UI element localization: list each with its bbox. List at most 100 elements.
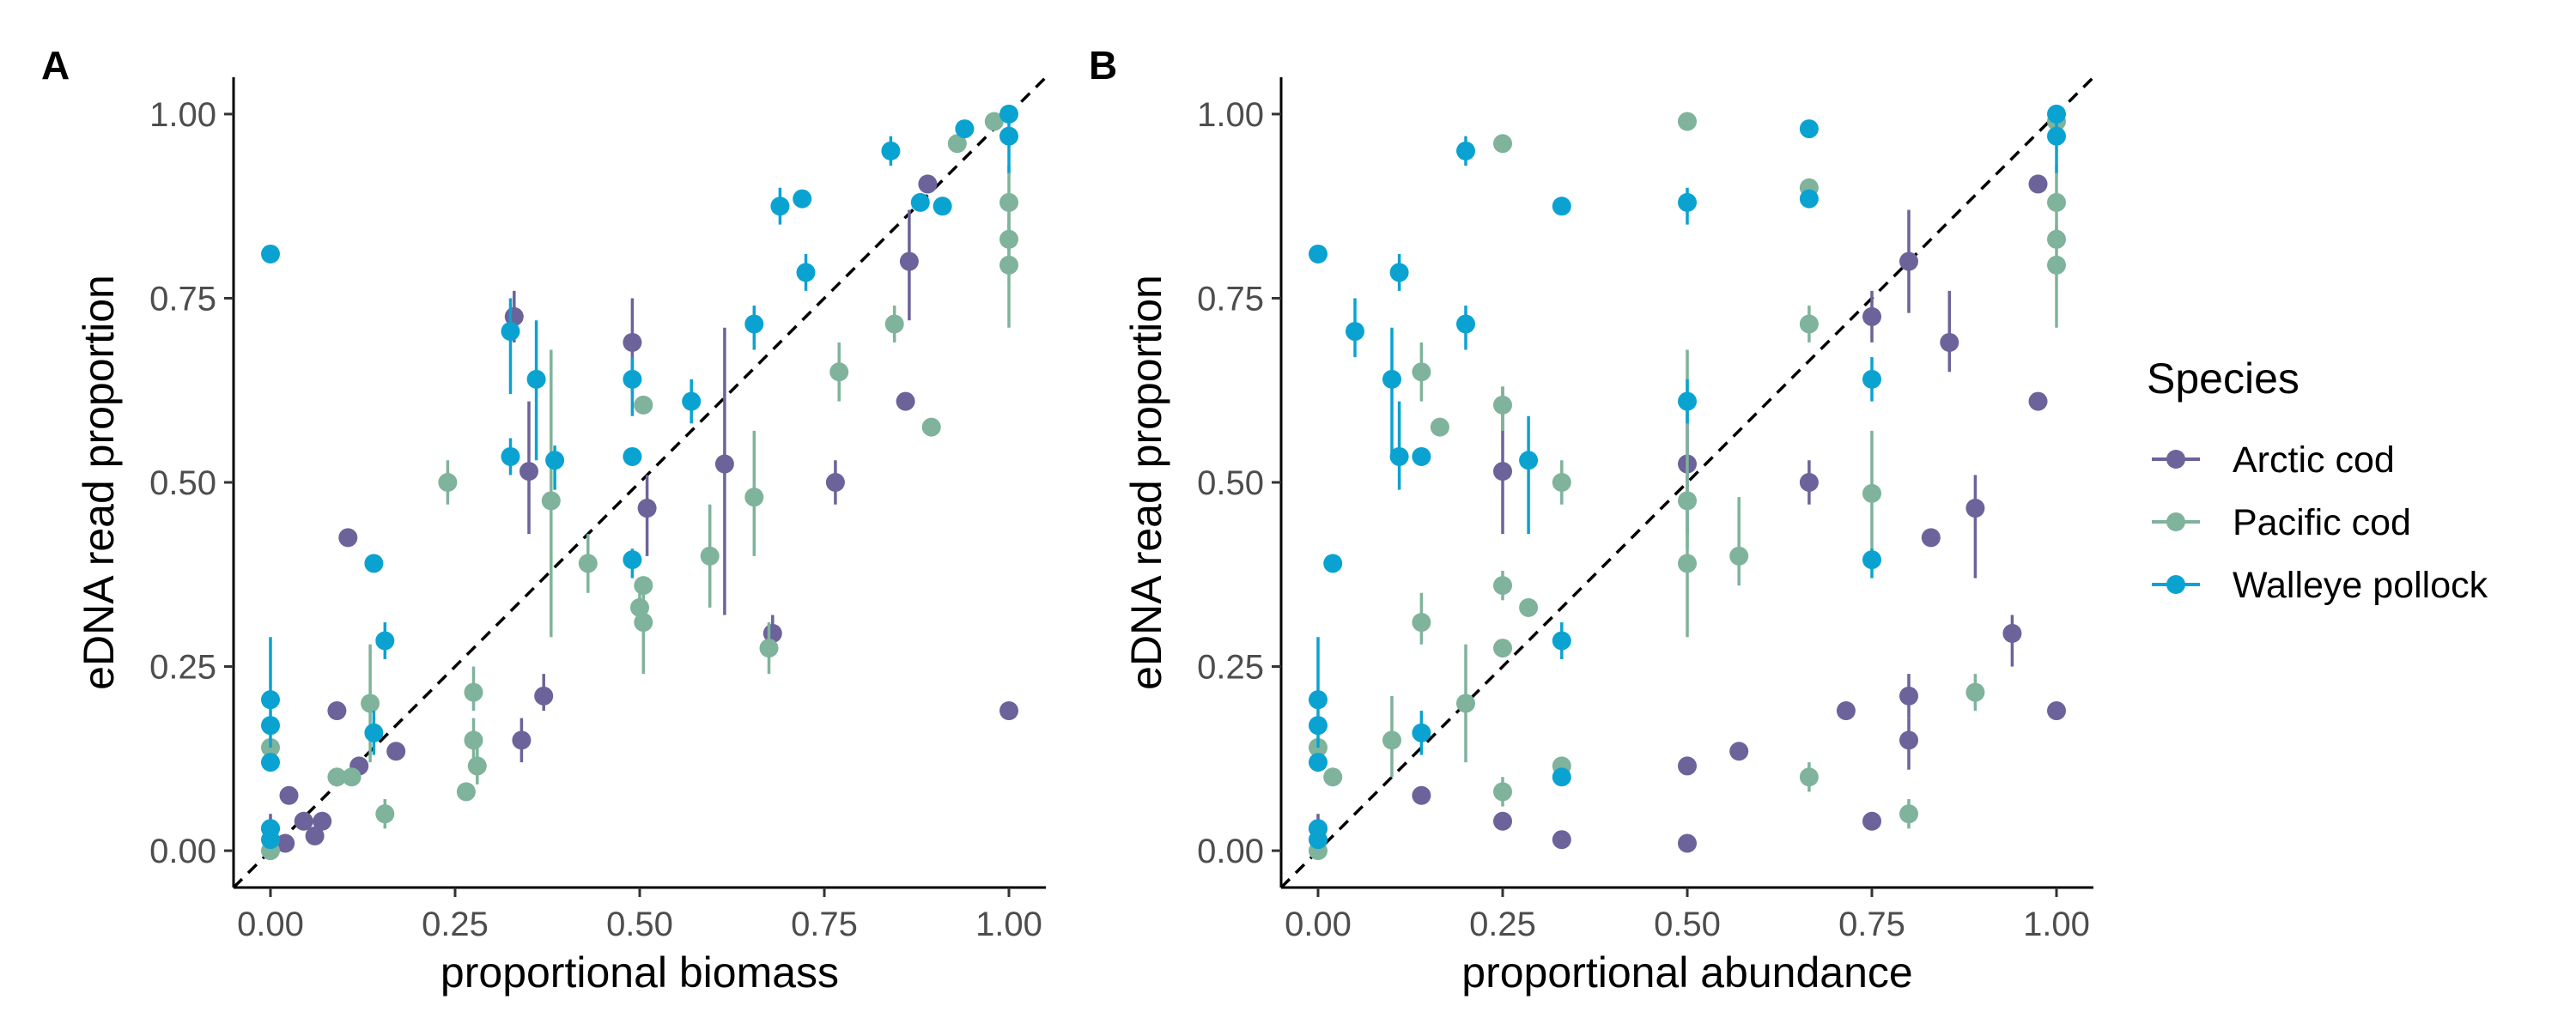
data-point [1678,192,1697,212]
data-point [501,446,520,466]
y-axis-title: eDNA read proportion [75,275,123,690]
data-point [999,192,1018,212]
data-point [1412,785,1431,805]
data-point [1493,782,1512,802]
data-point [1678,833,1697,853]
data-point [375,631,395,651]
data-point [456,782,476,802]
data-point [464,730,483,750]
data-point [327,701,347,721]
data-point [1430,417,1449,437]
data-point [1799,314,1819,334]
y-tick-label: 1.00 [149,96,216,134]
data-point [2047,229,2066,249]
data-point [2047,192,2066,212]
data-point [1899,804,1918,824]
data-point [634,613,653,633]
data-point [1799,189,1819,209]
data-point [279,785,299,805]
data-point [1678,491,1697,511]
x-tick-label: 0.75 [791,906,858,943]
data-point [682,391,702,411]
data-point [338,528,358,548]
data-point [1412,613,1431,633]
data-point [1412,446,1431,466]
data-point [526,369,546,389]
y-tick-label: 0.75 [1197,280,1264,318]
series-walleye-pollock [261,104,1018,850]
data-point [623,332,642,352]
data-point [1921,528,1941,548]
data-point [793,189,812,209]
data-point [467,756,487,776]
data-point [1493,639,1512,658]
y-tick-label: 0.25 [1197,649,1264,687]
data-point [342,767,361,787]
data-point [999,126,1018,146]
data-point [896,391,915,411]
data-point [438,473,458,492]
data-point [364,554,384,573]
data-point [1456,694,1475,713]
data-point [1552,631,1571,651]
data-point [634,576,653,596]
data-point [1493,134,1512,154]
y-axis-title: eDNA read proportion [1122,275,1170,690]
data-point [1519,451,1539,470]
data-point [386,742,406,761]
data-point [825,473,845,492]
legend: Species Arctic cod Pacific cod Walleye pol… [2147,354,2488,606]
data-point [1862,306,1881,326]
data-point [1678,756,1697,776]
data-point [1678,112,1697,131]
data-point [1965,499,1985,518]
data-point [1493,811,1512,831]
data-point [921,417,941,437]
data-point [1678,554,1697,573]
data-point [623,369,642,389]
data-point [1382,730,1401,750]
data-point [1389,446,1409,466]
data-point [1456,141,1475,161]
data-point [1309,690,1327,710]
data-point [999,104,1018,124]
x-axis-title: proportional abundance [1461,948,1912,997]
data-point [1799,119,1819,139]
data-point [545,451,565,470]
data-point [1799,767,1819,787]
data-point [1323,767,1343,787]
data-point [261,716,280,736]
data-point [884,314,904,334]
data-point [578,554,598,573]
data-point [829,362,849,382]
data-point [999,229,1018,249]
y-tick-label: 0.00 [149,833,216,870]
panel-label: A [41,43,70,88]
data-point [1799,473,1819,492]
data-point [637,499,657,518]
data-point [1940,332,1959,352]
y-tick-label: 0.25 [149,649,216,687]
legend-items: Arctic cod Pacific cod Walleye pollock [2152,439,2488,606]
data-point [1412,362,1431,382]
data-point [501,322,520,342]
data-point [1836,701,1856,721]
legend-item-pacific-cod: Pacific cod [2152,502,2411,543]
data-point [534,686,554,706]
legend-key-point [2166,512,2185,531]
series-walleye-pollock [1309,104,2066,850]
panel-a: A 0.00 0.00 0.25 0.25 0.50 0.50 0.75 0.75 1.00 1.0… [41,43,1048,997]
y-tick-label: 0.00 [1197,833,1264,870]
data-point [630,597,649,617]
data-point [327,767,347,787]
data-point [1552,197,1571,216]
y-tick-label: 1.00 [1197,96,1264,134]
data-point [1323,554,1343,573]
data-point [714,454,734,474]
x-tick-label: 0.75 [1838,906,1905,943]
data-point [1389,263,1409,282]
data-point [1899,730,1918,750]
data-point [261,244,280,264]
data-point [1862,483,1881,503]
